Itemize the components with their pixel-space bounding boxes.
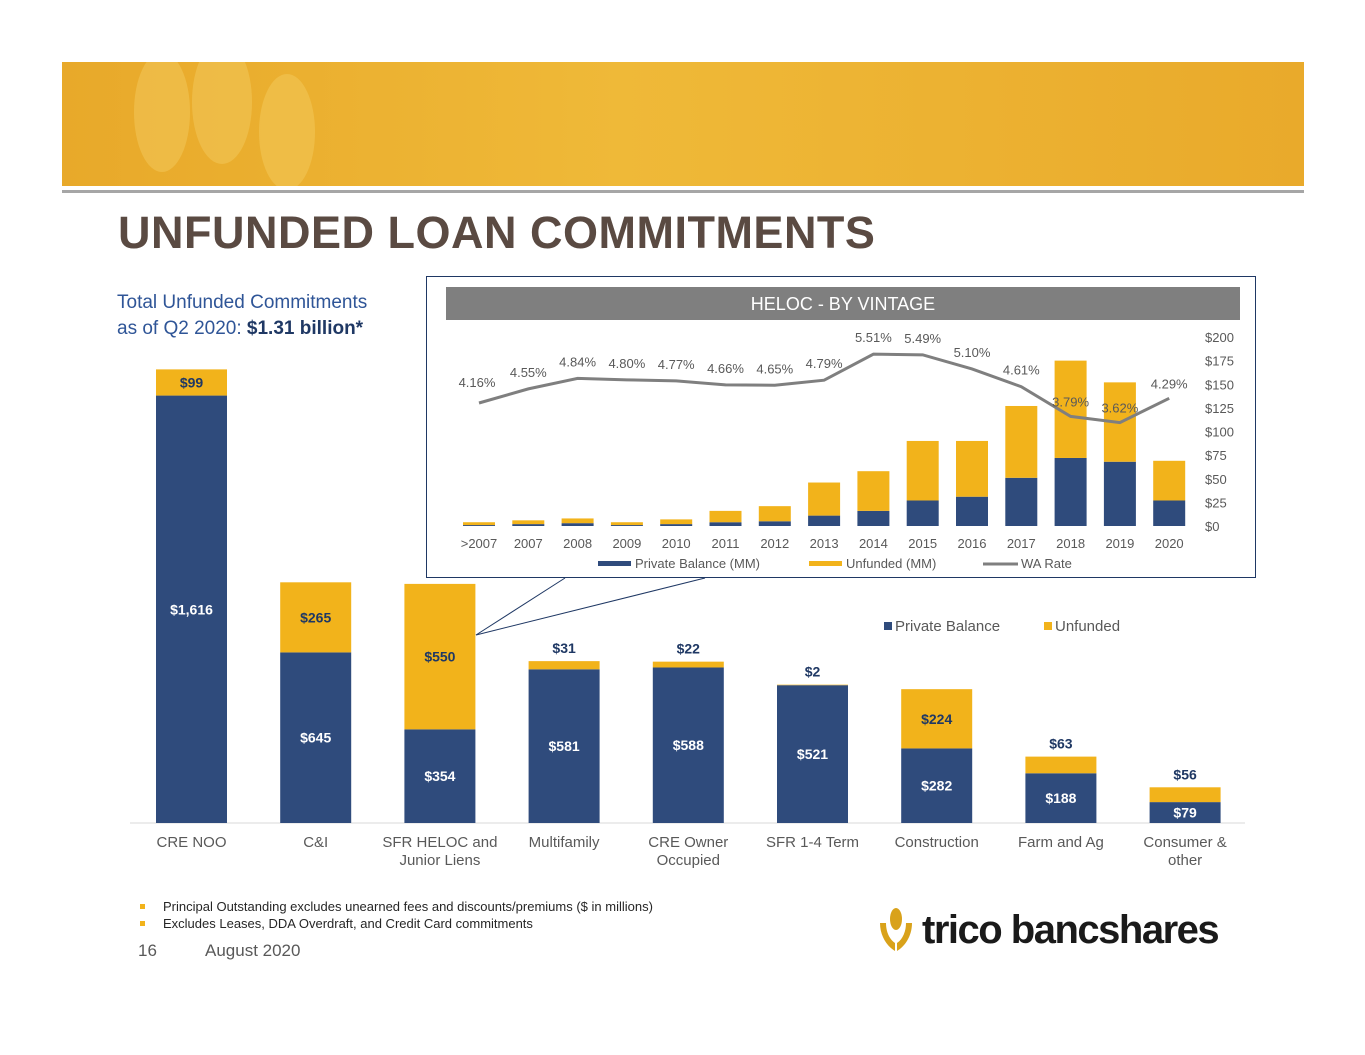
bar-unfunded — [156, 369, 227, 396]
category-label: CRE NOO — [156, 834, 226, 851]
data-label-unfunded: $265 — [300, 609, 331, 625]
data-label-private-balance: $521 — [797, 746, 828, 762]
bar-private-balance — [404, 729, 476, 823]
bar-unfunded — [528, 661, 600, 670]
wheat-logo-icon — [880, 908, 912, 951]
data-label-unfunded: $224 — [921, 711, 952, 727]
subtitle: Total Unfunded Commitments as of Q2 2020… — [117, 290, 367, 342]
data-label-unfunded: $2 — [805, 664, 821, 680]
category-label: Farm and Ag — [1018, 834, 1104, 851]
data-label-private-balance: $588 — [673, 737, 704, 753]
heloc-inset-title: HELOC - BY VINTAGE — [446, 287, 1240, 320]
wheat-watermark-icon — [134, 40, 315, 190]
bar-unfunded — [652, 661, 724, 668]
bar-private-balance — [280, 652, 352, 823]
category-label: Occupied — [657, 852, 720, 869]
bar-private-balance — [777, 685, 848, 823]
bar-unfunded — [1025, 756, 1097, 774]
legend-label-unfunded: Unfunded — [1055, 618, 1120, 635]
bar-private-balance — [1025, 773, 1097, 823]
bar-unfunded — [901, 689, 973, 749]
bar-private-balance — [528, 669, 600, 823]
page-date: August 2020 — [205, 941, 301, 960]
data-label-unfunded: $99 — [180, 374, 204, 390]
total-unfunded-value: $1.31 billion* — [246, 318, 364, 339]
data-label-unfunded: $550 — [424, 649, 455, 665]
legend-label-private-balance: Private Balance — [895, 618, 1000, 635]
data-label-unfunded: $22 — [677, 641, 701, 657]
data-label-private-balance: $581 — [549, 738, 580, 754]
bar-private-balance — [901, 748, 973, 823]
bar-private-balance — [1149, 802, 1221, 823]
footnote-1: Principal Outstanding excludes unearned … — [140, 898, 653, 915]
category-label: other — [1168, 852, 1202, 869]
category-label: Junior Liens — [399, 852, 480, 869]
legend-swatch-private-balance — [884, 622, 892, 630]
bar-unfunded — [280, 582, 352, 653]
data-label-private-balance: $354 — [424, 768, 455, 784]
header-banner — [62, 40, 1304, 190]
logo-text: trico bancshares — [922, 907, 1220, 952]
category-label: Consumer & — [1143, 834, 1226, 851]
callout-line — [475, 577, 566, 636]
data-label-unfunded: $63 — [1049, 736, 1073, 752]
subtitle-line2: as of Q2 2020: $1.31 billion* — [117, 316, 367, 342]
bar-unfunded — [404, 583, 476, 730]
category-label: SFR 1-4 Term — [766, 834, 859, 851]
company-logo: trico bancshares — [876, 905, 1220, 955]
category-label: Construction — [895, 834, 979, 851]
data-label-unfunded: $31 — [552, 640, 576, 656]
heloc-inset-box — [426, 276, 1256, 578]
data-label-private-balance: $79 — [1173, 805, 1197, 821]
bar-private-balance — [652, 667, 724, 823]
data-label-private-balance: $645 — [300, 730, 331, 746]
page-number: 16 — [138, 941, 157, 960]
data-label-private-balance: $282 — [921, 778, 952, 794]
subtitle-line1: Total Unfunded Commitments — [117, 292, 368, 313]
header-rule — [62, 190, 1304, 193]
category-label: CRE Owner — [648, 834, 728, 851]
category-label: Multifamily — [529, 834, 600, 851]
footnote-2: Excludes Leases, DDA Overdraft, and Cred… — [140, 915, 653, 932]
data-label-unfunded: $56 — [1173, 766, 1197, 782]
page-title: UNFUNDED LOAN COMMITMENTS — [118, 207, 876, 258]
footnotes: Principal Outstanding excludes unearned … — [140, 898, 653, 932]
subtitle-prefix: as of Q2 2020: — [117, 318, 247, 339]
bar-unfunded — [777, 684, 848, 686]
category-label: C&I — [303, 834, 328, 851]
data-label-private-balance: $188 — [1045, 790, 1076, 806]
bar-unfunded — [1149, 787, 1221, 803]
category-label: SFR HELOC and — [382, 834, 497, 851]
callout-line — [475, 577, 706, 636]
data-label-private-balance: $1,616 — [170, 601, 213, 617]
legend-swatch-unfunded — [1044, 622, 1052, 630]
bar-private-balance — [156, 395, 227, 823]
